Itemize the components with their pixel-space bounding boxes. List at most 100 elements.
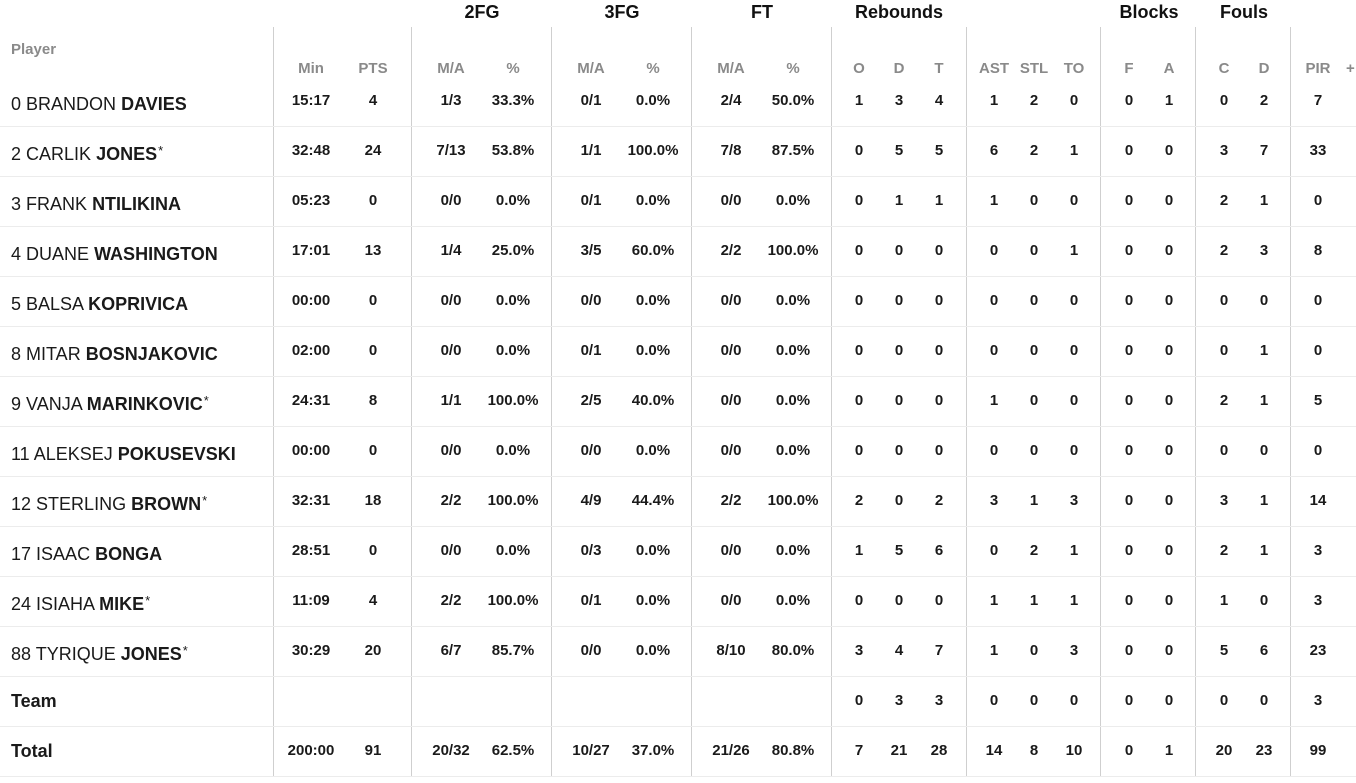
- group-header-2fg: 2FG: [464, 2, 500, 22]
- stat-pts: 0: [368, 342, 378, 359]
- player-name-link[interactable]: 4 DUANE WASHINGTON: [11, 240, 219, 265]
- player-name-link[interactable]: 11 ALEKSEJ POKUSEVSKI: [11, 440, 237, 465]
- stat-three-pct: 0.0%: [635, 642, 671, 659]
- stat-ft-pct: 0.0%: [775, 442, 811, 459]
- header-foul-c[interactable]: C: [1218, 60, 1230, 77]
- stat-three-ma: 1/1: [580, 142, 602, 159]
- player-star: *: [158, 143, 164, 158]
- column-divider: [411, 27, 412, 777]
- stat-two-pct: 53.8%: [491, 142, 535, 159]
- stat-ft-pct: 0.0%: [775, 392, 811, 409]
- stat-blk-a: 0: [1164, 442, 1174, 459]
- stat-reb-t: 6: [934, 542, 944, 559]
- stat-two-ma: 2/2: [440, 492, 462, 509]
- stat-reb-d: 21: [890, 742, 908, 759]
- player-name-link[interactable]: 2 CARLIK JONES*: [11, 140, 163, 165]
- stat-foul-c: 2: [1219, 542, 1229, 559]
- stat-reb-t: 7: [934, 642, 944, 659]
- stat-ast: 1: [989, 192, 999, 209]
- player-name-link[interactable]: 5 BALSA KOPRIVICA: [11, 290, 189, 315]
- header-to[interactable]: TO: [1063, 60, 1085, 77]
- player-name-link[interactable]: 24 ISIAHA MIKE*: [11, 590, 150, 615]
- stat-blk-f: 0: [1124, 542, 1134, 559]
- player-num: 4: [11, 244, 22, 264]
- stat-min: 200:00: [287, 742, 335, 759]
- group-header-rebounds: Rebounds: [855, 2, 943, 22]
- header-pir[interactable]: PIR: [1305, 60, 1331, 77]
- header-stl[interactable]: STL: [1019, 60, 1049, 77]
- player-name-link[interactable]: 8 MITAR BOSNJAKOVIC: [11, 340, 219, 365]
- stat-to: 0: [1069, 292, 1079, 309]
- header-blk-f[interactable]: F: [1124, 60, 1134, 77]
- header-foul-d[interactable]: D: [1258, 60, 1270, 77]
- header-reb-t[interactable]: T: [934, 60, 944, 77]
- group-header-ft: FT: [751, 2, 773, 22]
- stat-three-pct: 0.0%: [635, 342, 671, 359]
- stat-two-pct: 100.0%: [487, 492, 539, 509]
- stat-reb-t: 1: [934, 192, 944, 209]
- column-divider: [966, 27, 967, 777]
- header-3fg-pct[interactable]: %: [646, 60, 660, 77]
- stat-reb-o: 0: [854, 242, 864, 259]
- header-reb-o[interactable]: O: [853, 60, 865, 77]
- player-last: MIKE: [99, 594, 145, 614]
- stat-foul-c: 0: [1219, 442, 1229, 459]
- stat-foul-c: 20: [1215, 742, 1233, 759]
- header-reb-d[interactable]: D: [893, 60, 905, 77]
- player-num: 11: [11, 444, 30, 464]
- player-name-link[interactable]: 17 ISAAC BONGA: [11, 540, 163, 565]
- header-3fg-ma[interactable]: M/A: [577, 60, 605, 77]
- stat-reb-d: 4: [894, 642, 904, 659]
- stat-three-ma: 0/0: [580, 442, 602, 459]
- stat-reb-o: 0: [854, 692, 864, 709]
- stat-pir: 7: [1313, 92, 1323, 109]
- header-2fg-pct[interactable]: %: [506, 60, 520, 77]
- row-divider: [0, 326, 1356, 327]
- stat-reb-t: 28: [930, 742, 948, 759]
- header-ft-ma[interactable]: M/A: [717, 60, 745, 77]
- header-min[interactable]: Min: [298, 60, 324, 77]
- stat-ft-ma: 0/0: [720, 292, 742, 309]
- stat-foul-c: 1: [1219, 592, 1229, 609]
- stat-to: 0: [1069, 442, 1079, 459]
- header-2fg-ma[interactable]: M/A: [437, 60, 465, 77]
- stat-three-ma: 3/5: [580, 242, 602, 259]
- player-name-link[interactable]: 9 VANJA MARINKOVIC*: [11, 390, 209, 415]
- header-pts[interactable]: PTS: [358, 60, 388, 77]
- header-ft-pct[interactable]: %: [786, 60, 800, 77]
- player-first: STERLING: [36, 494, 127, 514]
- stat-reb-d: 0: [894, 242, 904, 259]
- stat-pir: 5: [1313, 392, 1323, 409]
- stat-pir: 0: [1313, 292, 1323, 309]
- header-ast[interactable]: AST: [979, 60, 1009, 77]
- stat-reb-t: 0: [934, 342, 944, 359]
- player-name-link[interactable]: 12 STERLING BROWN*: [11, 490, 207, 515]
- stat-min: 00:00: [291, 442, 331, 459]
- column-divider: [273, 27, 274, 777]
- stat-foul-d: 1: [1259, 192, 1269, 209]
- header-blk-a[interactable]: A: [1163, 60, 1175, 77]
- player-star: *: [145, 593, 151, 608]
- player-name-link[interactable]: 88 TYRIQUE JONES*: [11, 640, 188, 665]
- stat-blk-f: 0: [1124, 242, 1134, 259]
- stat-foul-c: 3: [1219, 492, 1229, 509]
- stat-pir: 0: [1313, 342, 1323, 359]
- stat-reb-t: 5: [934, 142, 944, 159]
- group-header-blocks: Blocks: [1119, 2, 1179, 22]
- stat-blk-a: 0: [1164, 342, 1174, 359]
- player-num: 2: [11, 144, 22, 164]
- stat-blk-a: 0: [1164, 292, 1174, 309]
- plus-icon[interactable]: +: [1346, 60, 1355, 77]
- player-num: 8: [11, 344, 22, 364]
- stat-foul-d: 6: [1259, 642, 1269, 659]
- stat-three-ma: 0/1: [580, 92, 602, 109]
- stat-three-pct: 37.0%: [631, 742, 675, 759]
- player-name-link[interactable]: 0 BRANDON DAVIES: [11, 90, 188, 115]
- column-divider: [1195, 27, 1196, 777]
- stat-three-ma: 0/0: [580, 292, 602, 309]
- stat-two-ma: 0/0: [440, 442, 462, 459]
- player-name-link[interactable]: 3 FRANK NTILIKINA: [11, 190, 182, 215]
- stat-stl: 0: [1029, 292, 1039, 309]
- header-player[interactable]: Player: [11, 41, 57, 58]
- stat-three-ma: 0/1: [580, 592, 602, 609]
